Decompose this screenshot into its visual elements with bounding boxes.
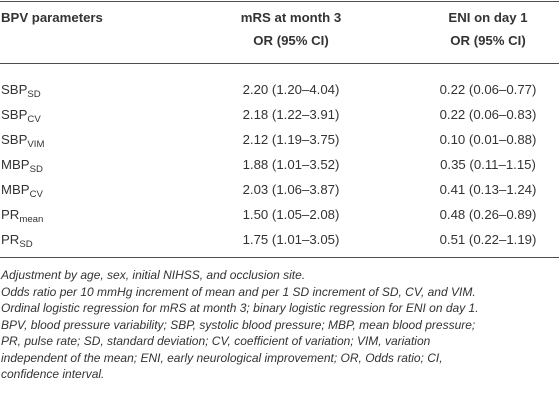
header-mrs-or-ci: OR (95% CI)	[253, 33, 329, 48]
header-eni-day-1: ENI on day 1	[448, 10, 528, 25]
row-param: MBPSD	[1, 157, 43, 175]
row-param: PRSD	[1, 232, 33, 250]
footnote-abbreviations-4: confidence interval.	[1, 367, 105, 381]
row-eni-value: 0.22 (0.06–0.77)	[439, 82, 537, 97]
row-eni-value: 0.48 (0.26–0.89)	[439, 207, 537, 222]
header-eni-or-ci: OR (95% CI)	[450, 33, 526, 48]
row-eni-value: 0.22 (0.06–0.83)	[439, 107, 537, 122]
header-bpv-parameters: BPV parameters	[1, 10, 103, 25]
row-mrs-value: 1.88 (1.01–3.52)	[242, 157, 340, 172]
footnote-abbreviations-3: independent of the mean; ENI, early neur…	[1, 350, 443, 365]
table-footnotes: Adjustment by age, sex, initial NIHSS, a…	[1, 259, 557, 383]
row-mrs-value: 2.12 (1.19–3.75)	[242, 132, 340, 147]
row-mrs-value: 2.20 (1.20–4.04)	[242, 82, 340, 97]
row-param: SBPVIM	[1, 132, 45, 150]
header-mrs-month-3: mRS at month 3	[240, 10, 342, 25]
row-mrs-value: 2.18 (1.22–3.91)	[242, 107, 340, 122]
row-eni-value: 0.41 (0.13–1.24)	[439, 182, 537, 197]
row-param: MBPCV	[1, 182, 43, 200]
table-bottom-rule	[0, 257, 559, 258]
row-eni-value: 0.10 (0.01–0.88)	[439, 132, 537, 147]
table-top-rule	[0, 1, 559, 2]
row-mrs-value: 1.75 (1.01–3.05)	[242, 232, 340, 247]
footnote-regression: Ordinal logistic regression for mRS at m…	[1, 301, 479, 315]
row-mrs-value: 1.50 (1.05–2.08)	[242, 207, 340, 222]
row-mrs-value: 2.03 (1.06–3.87)	[242, 182, 340, 197]
row-eni-value: 0.35 (0.11–1.15)	[440, 157, 536, 172]
footnote-abbreviations-2: PR, pulse rate; SD, standard deviation; …	[1, 334, 431, 348]
row-eni-value: 0.51 (0.22–1.19)	[439, 232, 537, 247]
footnote-abbreviations-1: BPV, blood pressure variability; SBP, sy…	[1, 317, 476, 332]
row-param: SBPSD	[1, 82, 41, 100]
footnote-adjustment: Adjustment by age, sex, initial NIHSS, a…	[1, 268, 306, 282]
header-bottom-rule	[0, 63, 559, 64]
footnote-odds-ratio: Odds ratio per 10 mmHg increment of mean…	[1, 284, 476, 299]
row-param: SBPCV	[1, 107, 41, 125]
row-param: PRmean	[1, 207, 44, 225]
